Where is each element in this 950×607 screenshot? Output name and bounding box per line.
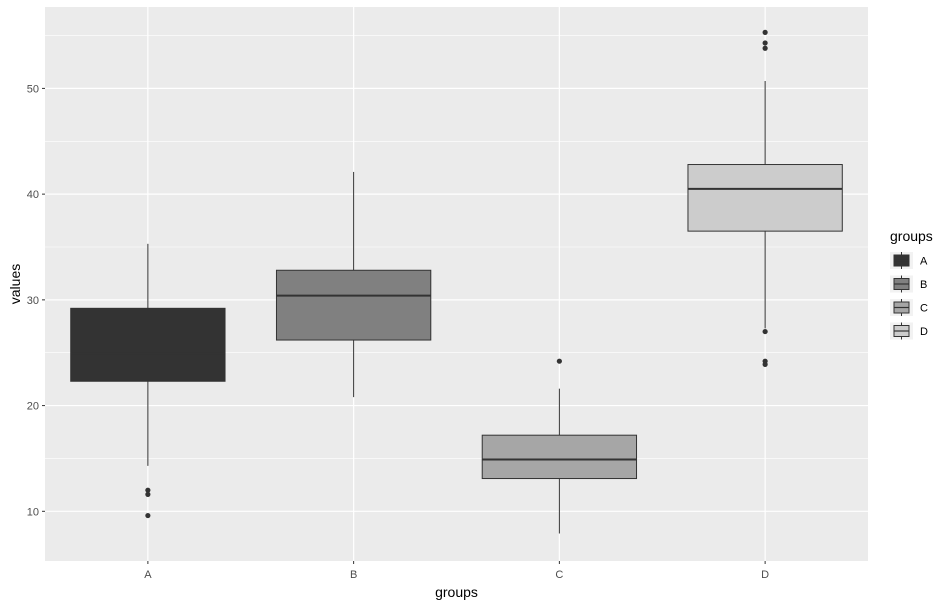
box-d [687,29,843,367]
legend-label: A [920,256,928,268]
legend-key-d [890,322,913,340]
legend-key-c [890,299,913,316]
legend-key-a [890,252,913,269]
box-series [70,29,843,534]
box-c [481,358,638,534]
outlier-point [762,29,768,35]
legend-label: D [920,326,928,338]
legend-key-b [890,275,913,293]
box-body [481,434,638,480]
box-b [275,171,432,398]
x-tick-label: A [144,569,152,581]
x-axis-ticks: A B C D [144,561,769,581]
outlier-point [145,487,151,493]
outlier-point [145,491,151,497]
outlier-point [145,512,151,519]
x-tick-label: C [555,569,563,581]
y-tick-label: 20 [27,401,39,413]
x-tick-label: B [350,569,357,581]
outlier-point [762,45,768,51]
y-tick-label: 40 [27,189,39,201]
y-tick-label: 10 [27,506,39,518]
y-tick-label: 50 [27,83,39,95]
x-tick-label: D [761,569,769,581]
y-tick-label: 30 [27,295,39,307]
box-body [70,307,226,382]
box-body [687,164,843,232]
legend-label: B [920,279,927,291]
box-a [70,243,226,519]
x-axis-title: groups [435,584,478,600]
plot-panel [45,7,868,561]
y-axis-title: values [7,264,23,304]
legend-label: C [920,303,928,315]
outlier-point [762,40,768,46]
y-axis-ticks: 10 20 30 40 50 [27,83,45,518]
outlier-point [556,358,562,364]
outlier-point [762,361,768,367]
outlier-point [762,328,768,335]
box-body [275,269,432,341]
legend-title: groups [890,228,933,244]
